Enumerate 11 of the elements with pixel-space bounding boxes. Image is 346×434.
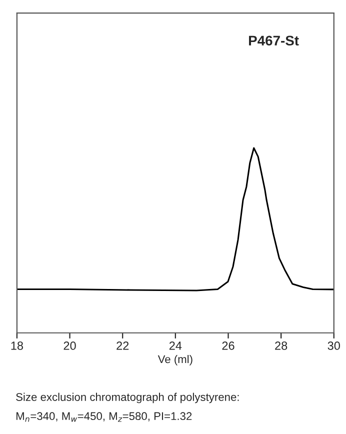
x-tick-label: 30 <box>328 342 340 350</box>
x-axis-title: Ve (ml) <box>158 354 192 366</box>
text: Size exclusion chromatograph of polystyrene: <box>16 392 239 404</box>
x-tick-label: 24 <box>169 342 182 350</box>
text: M$_{n}$=340, M$_{w}$=450, M$_{z}$=580, PI=1.32 <box>16 412 192 422</box>
x-tick-label: 18 <box>11 342 24 350</box>
x-tick-label: 26 <box>222 342 234 350</box>
x-tick-label: 28 <box>275 342 288 350</box>
chart-title: P467-St <box>249 36 299 46</box>
x-tick-label: 20 <box>64 342 76 350</box>
x-tick-label: 22 <box>116 342 129 350</box>
